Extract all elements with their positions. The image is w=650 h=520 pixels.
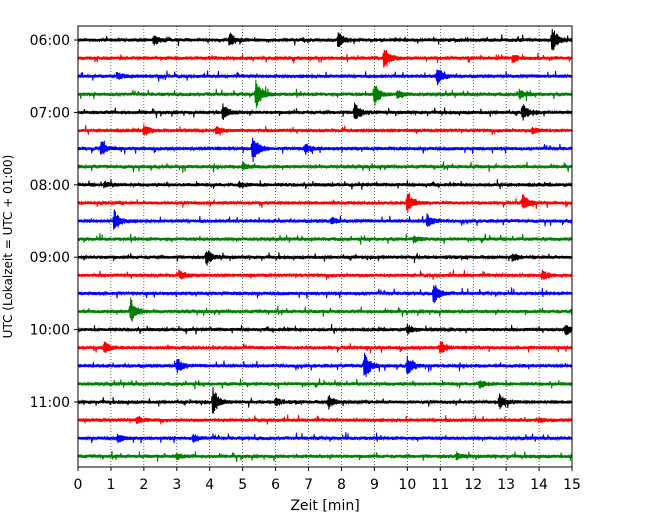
y-tick-label-2: 08:00 bbox=[30, 178, 70, 194]
trace-row-1130 bbox=[77, 432, 573, 444]
y-axis-label: UTC (Lokalzeit = UTC + 01:00) bbox=[1, 155, 15, 339]
x-tick-label-5: 5 bbox=[238, 477, 247, 493]
trace-row-0615 bbox=[77, 49, 573, 68]
trace-row-1045 bbox=[77, 378, 573, 390]
x-tick-label-3: 3 bbox=[172, 477, 181, 493]
trace-row-0900 bbox=[77, 250, 573, 266]
trace-row-0745 bbox=[77, 161, 573, 173]
x-tick-label-11: 11 bbox=[431, 477, 449, 493]
trace-row-0600 bbox=[77, 28, 573, 51]
trace-row-0645 bbox=[77, 79, 573, 109]
trace-row-0830 bbox=[77, 209, 573, 230]
trace-row-0730 bbox=[77, 137, 573, 163]
trace-row-0815 bbox=[77, 192, 573, 213]
plot-frame bbox=[77, 25, 573, 468]
x-tick-label-0: 0 bbox=[74, 477, 83, 493]
y-axis-ticks: 06:00 07:00 08:00 09:00 10:00 11:00 bbox=[30, 33, 78, 411]
x-tick-label-4: 4 bbox=[205, 477, 214, 493]
y-tick-label-4: 10:00 bbox=[30, 323, 70, 339]
trace-row-1115 bbox=[77, 414, 573, 425]
x-tick-label-9: 9 bbox=[370, 477, 379, 493]
x-tick-label-15: 15 bbox=[563, 477, 581, 493]
trace-row-0800 bbox=[77, 179, 573, 190]
x-tick-label-1: 1 bbox=[106, 477, 115, 493]
x-tick-label-8: 8 bbox=[337, 477, 346, 493]
y-tick-label-5: 11:00 bbox=[30, 395, 70, 411]
trace-row-1145 bbox=[77, 450, 573, 462]
seismic-traces bbox=[77, 28, 573, 462]
y-tick-label-1: 07:00 bbox=[30, 105, 70, 121]
x-tick-label-6: 6 bbox=[271, 477, 280, 493]
x-axis-ticks: 0 1 2 3 4 5 6 7 8 9 10 11 12 13 14 15 bbox=[74, 467, 581, 493]
x-axis-label: Zeit [min] bbox=[290, 498, 359, 514]
x-tick-label-12: 12 bbox=[464, 477, 482, 493]
trace-row-0700 bbox=[77, 102, 573, 121]
trace-row-0915 bbox=[77, 269, 573, 280]
x-tick-label-10: 10 bbox=[398, 477, 416, 493]
trace-row-1100 bbox=[77, 387, 573, 414]
x-tick-label-2: 2 bbox=[139, 477, 148, 493]
trace-row-0715 bbox=[77, 123, 573, 136]
trace-row-0845 bbox=[77, 232, 573, 245]
trace-row-1000 bbox=[77, 323, 573, 336]
x-tick-label-13: 13 bbox=[497, 477, 515, 493]
y-tick-label-3: 09:00 bbox=[30, 250, 70, 266]
trace-row-0630 bbox=[77, 69, 573, 86]
trace-row-0930 bbox=[77, 284, 573, 304]
trace-row-1030 bbox=[77, 352, 573, 377]
x-tick-label-14: 14 bbox=[530, 477, 548, 493]
y-tick-label-0: 06:00 bbox=[30, 33, 70, 49]
x-tick-label-7: 7 bbox=[304, 477, 313, 493]
trace-row-0945 bbox=[77, 297, 573, 322]
trace-row-1015 bbox=[77, 341, 573, 354]
